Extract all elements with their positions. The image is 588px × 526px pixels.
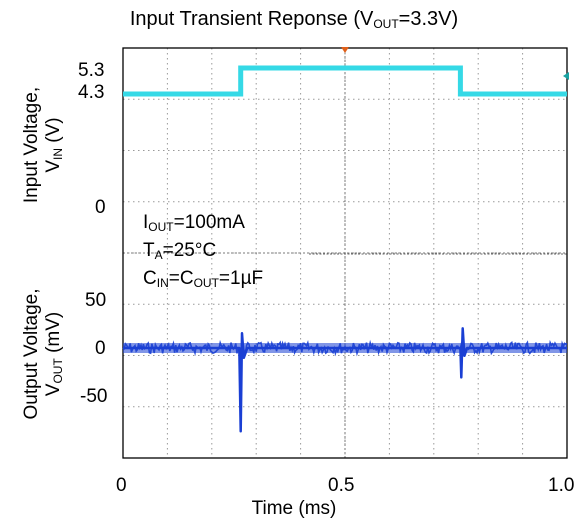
- x-tick-label: 0.5: [328, 475, 355, 496]
- annotation-ta: TA=25°C: [143, 240, 217, 262]
- y-tick-label: 5.3: [78, 60, 105, 81]
- chart-title: Input Transient Reponse (VOUT=3.3V): [129, 8, 459, 31]
- output-voltage-axis-label: Output Voltage, VOUT (mV): [21, 288, 65, 420]
- y-tick-label: -50: [80, 386, 108, 407]
- y-tick-label: 0: [95, 197, 106, 218]
- grid: [123, 48, 567, 458]
- x-tick-label: 1.0: [548, 475, 575, 496]
- series-layer: [122, 47, 569, 433]
- output-voltage-trace: [123, 327, 567, 433]
- level-marker-icon: [563, 72, 569, 80]
- x-tick-label: 0: [116, 475, 127, 496]
- trigger-marker-icon: [341, 47, 349, 53]
- y-tick-label: 4.3: [78, 82, 105, 103]
- x-axis-label: Time (ms): [251, 498, 337, 519]
- annotation-cap: CIN=COUT=1µF: [143, 268, 264, 290]
- input-voltage-trace: [123, 65, 567, 97]
- y-tick-label: 50: [85, 290, 107, 311]
- input-voltage-axis-label: Input Voltage, VIN (V): [21, 86, 65, 204]
- y-tick-label: 0: [95, 338, 106, 359]
- annotation-iout: IOUT=100mA: [143, 212, 245, 234]
